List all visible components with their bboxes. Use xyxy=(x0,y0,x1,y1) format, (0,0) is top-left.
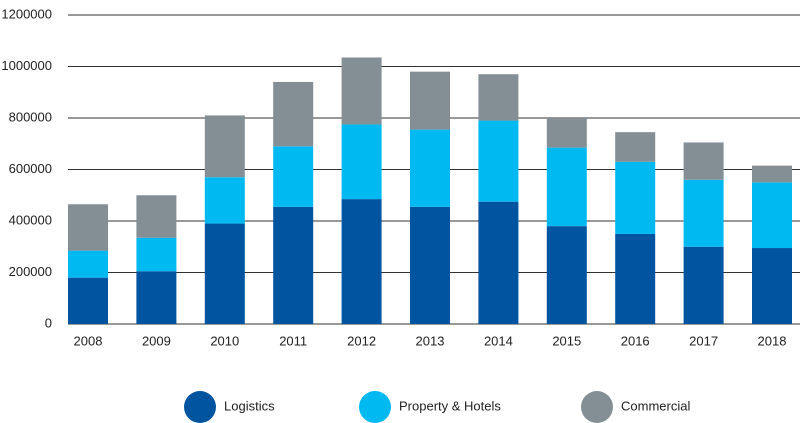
legend-swatch xyxy=(359,391,391,423)
x-tick-label: 2016 xyxy=(621,333,650,348)
bar-segment xyxy=(68,277,108,324)
y-tick-label: 200000 xyxy=(9,264,52,279)
bar-segment xyxy=(683,179,724,247)
bar-segment xyxy=(204,177,245,224)
bar-segment xyxy=(478,201,519,324)
y-tick-label: 800000 xyxy=(9,109,52,124)
x-tick-label: 2014 xyxy=(484,333,513,348)
bar-segment xyxy=(410,71,450,130)
legend-swatch xyxy=(581,391,613,423)
bar-segment xyxy=(68,250,108,278)
bar-segment xyxy=(752,248,792,324)
bar-segment xyxy=(752,182,792,249)
x-tick-label: 2017 xyxy=(689,333,718,348)
bar-segment xyxy=(273,146,314,207)
bar-segment xyxy=(410,129,450,207)
bar-segment xyxy=(341,124,382,200)
y-tick-label: 400000 xyxy=(9,212,52,227)
bar-segment xyxy=(546,147,587,227)
y-tick-label: 0 xyxy=(45,315,52,330)
x-tick-label: 2009 xyxy=(142,333,171,348)
bar-segment xyxy=(204,115,245,178)
y-tick-label: 1000000 xyxy=(1,58,52,73)
bar-segment xyxy=(341,199,382,324)
y-tick-label: 600000 xyxy=(9,161,52,176)
bar-segment xyxy=(341,57,382,125)
bar-segment xyxy=(546,226,587,324)
bar-segment xyxy=(478,120,519,202)
x-tick-label: 2015 xyxy=(552,333,581,348)
bar-segment xyxy=(546,118,587,148)
bar-segment xyxy=(204,223,245,324)
y-tick-label: 1200000 xyxy=(1,6,52,21)
x-tick-label: 2010 xyxy=(210,333,239,348)
x-tick-label: 2018 xyxy=(758,333,787,348)
legend-label: Logistics xyxy=(224,398,275,413)
bar-segment xyxy=(410,206,450,324)
x-tick-label: 2012 xyxy=(347,333,376,348)
bar-segment xyxy=(615,132,656,162)
bar-segment xyxy=(68,204,108,251)
bar-segment xyxy=(615,161,656,234)
legend-label: Commercial xyxy=(621,398,690,413)
bar-segment xyxy=(615,233,656,324)
bar-segment xyxy=(683,246,724,324)
bar-segment xyxy=(752,165,792,183)
bar-segment xyxy=(683,142,724,180)
x-tick-label: 2013 xyxy=(416,333,445,348)
legend-swatch xyxy=(184,391,216,423)
x-tick-label: 2011 xyxy=(279,333,307,348)
bar-segment xyxy=(273,206,314,324)
bar-segment xyxy=(136,195,177,238)
legend-label: Property & Hotels xyxy=(399,398,501,413)
bar-segment xyxy=(478,74,519,121)
x-tick-label: 2008 xyxy=(74,333,103,348)
bar-segment xyxy=(136,271,177,324)
bar-segment xyxy=(273,81,314,147)
bar-segment xyxy=(136,237,177,272)
